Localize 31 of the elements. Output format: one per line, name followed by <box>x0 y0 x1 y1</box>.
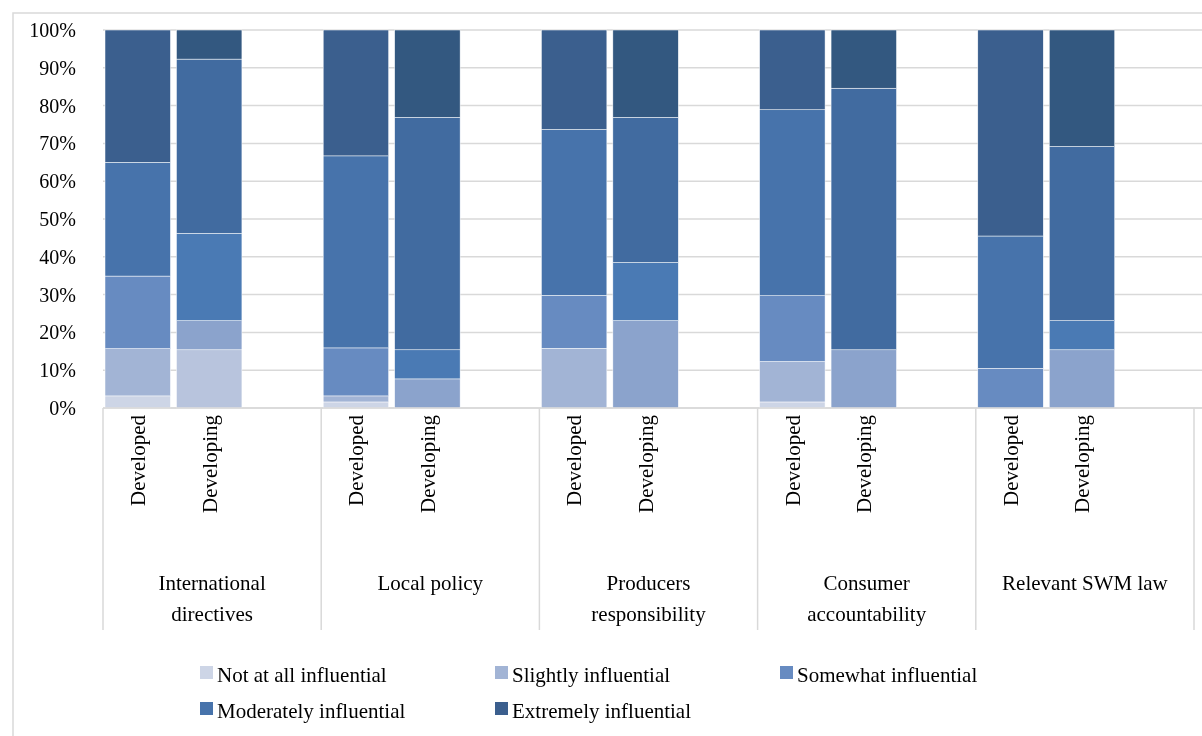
x-tick-label: Developed <box>126 414 151 506</box>
y-tick-label: 90% <box>39 56 76 79</box>
text: Local policy <box>377 571 484 595</box>
x-tick-label: Developed <box>780 414 805 506</box>
legend-label: Extremely influential <box>512 699 692 724</box>
y-tick-label: 20% <box>39 321 76 344</box>
x-tick-label: Developing <box>633 414 658 513</box>
x-tick-label: Developed <box>562 414 587 506</box>
y-tick-label: 50% <box>39 208 76 230</box>
y-tick-label: 40% <box>39 245 76 268</box>
y-tick-label: 80% <box>39 94 76 117</box>
x-tick-label: Developing <box>852 414 877 513</box>
legend-label: Not at all influential <box>217 663 387 688</box>
text: Consumer accountability <box>807 571 927 626</box>
y-tick-label: 100% <box>29 19 76 41</box>
y-tick-label: 0% <box>49 397 76 419</box>
x-tick-label: Developing <box>415 414 440 513</box>
x-tick-label: Developed <box>344 414 369 506</box>
text: International directives <box>158 571 266 626</box>
y-tick-label: 60% <box>39 170 76 193</box>
y-tick-label: 10% <box>39 359 76 382</box>
legend-label: Somewhat influential <box>797 663 978 688</box>
y-tick-label: 30% <box>39 283 76 306</box>
text: Relevant SWM law <box>1002 571 1169 595</box>
x-tick-label: Developing <box>1070 414 1095 513</box>
y-tick-label: 70% <box>39 132 76 155</box>
x-tick-label: Developed <box>998 414 1023 506</box>
x-tick-label: Developing <box>197 414 222 513</box>
text: Producers responsibility <box>591 571 707 626</box>
legend-label: Slightly influential <box>512 663 671 688</box>
legend-label: Moderately influential <box>217 699 406 724</box>
